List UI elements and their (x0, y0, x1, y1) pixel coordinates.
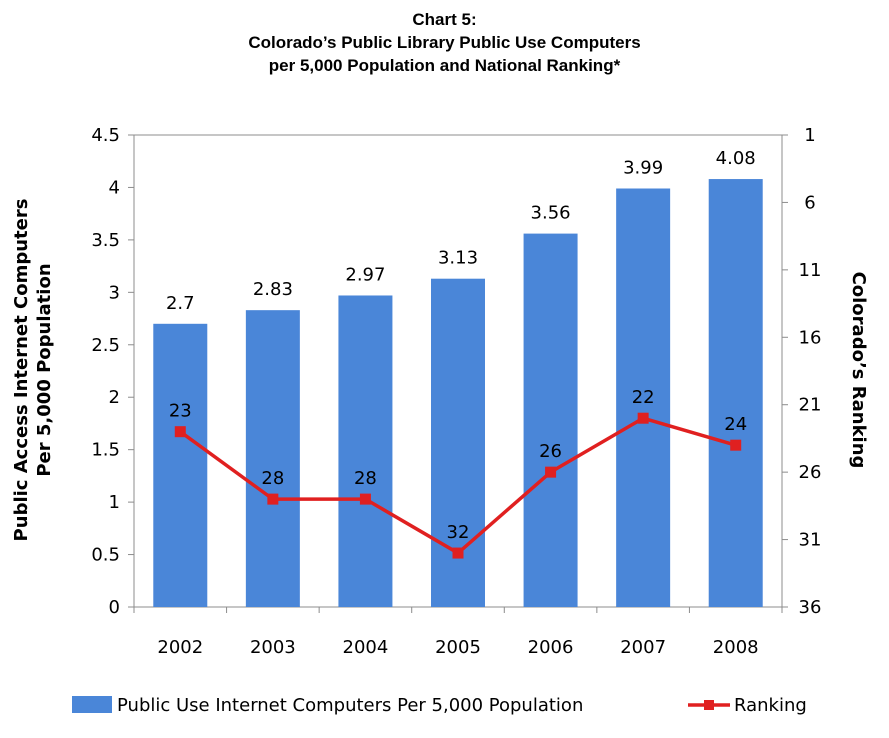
right-tick-label: 26 (799, 462, 822, 483)
ranking-marker (359, 493, 371, 505)
ranking-data-label: 28 (354, 468, 377, 489)
legend-ranking-label: Ranking (734, 695, 807, 716)
ranking-marker (545, 466, 557, 478)
bar (245, 310, 300, 607)
bar-data-label: 3.13 (438, 248, 478, 269)
x-tick-label: 2008 (713, 637, 759, 658)
bar (338, 295, 393, 607)
left-tick-label: 0 (109, 597, 120, 618)
left-tick-label: 4.5 (91, 125, 120, 146)
right-axis-title: Colorado’s Ranking (848, 272, 869, 469)
chart-title-line-1: Chart 5: (412, 10, 477, 29)
bar-data-label: 3.56 (531, 203, 571, 224)
right-tick-label: 31 (799, 530, 822, 551)
bar-data-label: 4.08 (716, 148, 756, 169)
x-tick-label: 2005 (435, 637, 481, 658)
ranking-marker (174, 426, 186, 438)
left-tick-label: 2.5 (91, 335, 120, 356)
left-tick-label: 2 (109, 387, 120, 408)
bar (616, 188, 671, 607)
bar-series (153, 179, 763, 607)
bar-data-label: 2.97 (345, 264, 385, 285)
ranking-marker (637, 412, 649, 424)
left-tick-label: 3.5 (91, 230, 120, 251)
right-tick-label: 11 (799, 260, 822, 281)
bar (153, 323, 208, 607)
left-axis-title-line-2: Per 5,000 Population (34, 263, 55, 476)
legend-bar-swatch (72, 696, 112, 713)
legend-ranking-marker (704, 700, 714, 710)
x-tick-label: 2003 (250, 637, 296, 658)
x-tick-label: 2006 (528, 637, 574, 658)
left-tick-label: 0.5 (91, 545, 120, 566)
ranking-marker (730, 439, 742, 451)
right-tick-label: 16 (799, 327, 822, 348)
ranking-data-labels: 23 28 28 32 26 22 24 (169, 387, 747, 543)
ranking-data-label: 24 (724, 414, 747, 435)
chart-title: Chart 5: Colorado’s Public Library Publi… (0, 8, 889, 77)
ranking-marker (267, 493, 279, 505)
left-tick-label: 3 (109, 282, 120, 303)
left-axis-title-line-1: Public Access Internet Computers (11, 199, 32, 542)
left-tick-label: 4 (109, 177, 120, 198)
right-tick-label: 6 (804, 192, 815, 213)
x-tick-label: 2004 (343, 637, 389, 658)
left-tick-label: 1 (109, 492, 120, 513)
ranking-data-label: 22 (632, 387, 655, 408)
bar-data-labels: 2.7 2.83 2.97 3.13 3.56 3.99 4.08 (166, 148, 756, 314)
ranking-marker (452, 547, 464, 559)
ranking-data-label: 26 (539, 441, 562, 462)
ranking-data-label: 32 (447, 522, 470, 543)
left-axis-ticks: 0 0.5 1 1.5 2 2.5 3 3.5 4 4.5 (91, 125, 134, 618)
bar-data-label: 2.83 (253, 279, 293, 300)
x-tick-label: 2002 (157, 637, 203, 658)
legend-bar-label: Public Use Internet Computers Per 5,000 … (117, 695, 583, 716)
x-tick-label: 2007 (620, 637, 666, 658)
ranking-series (174, 412, 742, 559)
right-tick-label: 36 (799, 597, 822, 618)
right-tick-label: 21 (799, 395, 822, 416)
bar-data-label: 2.7 (166, 293, 195, 314)
chart-title-line-3: per 5,000 Population and National Rankin… (268, 56, 621, 75)
right-tick-label: 1 (804, 125, 815, 146)
ranking-data-label: 28 (261, 468, 284, 489)
ranking-data-label: 23 (169, 401, 192, 422)
bar (708, 179, 763, 607)
bar (523, 233, 578, 607)
x-axis-ticks: 2002 2003 2004 2005 2006 2007 2008 (133, 607, 783, 658)
legend: Public Use Internet Computers Per 5,000 … (72, 695, 807, 716)
left-tick-label: 1.5 (91, 440, 120, 461)
bar-data-label: 3.99 (623, 157, 663, 178)
chart-title-line-2: Colorado’s Public Library Public Use Com… (248, 33, 641, 52)
